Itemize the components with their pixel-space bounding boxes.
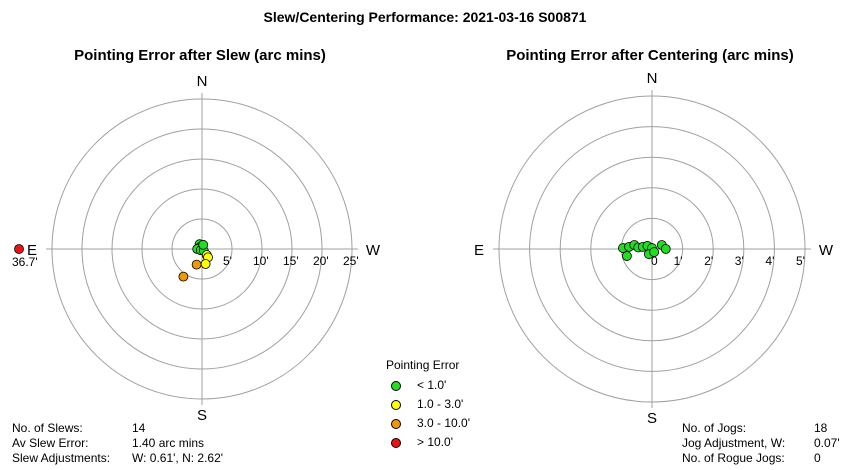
legend-item-1to3: 1.0 - 3.0' [386,395,470,414]
data-point-lt1 [198,239,209,250]
jog-stats: No. of Jogs: 18 Jog Adjustment, W: 0.07' N… [682,421,840,466]
data-point-lt1 [660,244,671,254]
jog-stat-row: Jog Adjustment, W: 0.07' [682,436,840,451]
ring-label: 1' [674,254,683,268]
slew-stat-label: No. of Slews: [12,421,83,435]
ring-label: 10' [253,254,269,268]
legend-swatch-gt10 [391,438,401,448]
legend-label-3to10: 3.0 - 10.0' [417,416,470,430]
jog-stat-value: 18 [814,421,828,435]
offscale-label: 36.7' [12,255,38,269]
legend-swatch-lt1 [391,381,401,391]
compass-north: N [197,73,208,90]
ring-label: 5' [223,254,232,268]
slew-stat-value: 14 [132,421,146,435]
jog-stat-label: Jog Adjustment, W: [682,436,786,450]
ring-label: 3' [735,254,744,268]
data-point-1to3 [200,259,211,269]
legend-title: Pointing Error [386,358,460,372]
plot-title: Pointing Error after Slew (arc mins) [74,47,326,64]
compass-west: W [366,242,381,259]
compass-east: E [27,242,37,259]
legend-swatch-1to3 [391,400,401,410]
jog-stat-value: 0.07' [814,436,840,450]
data-point-lt1 [622,251,632,261]
jog-stat-value: 0 [814,451,821,465]
data-point-lt1 [649,247,660,257]
origin-label: 0 [651,254,658,268]
compass-south: S [647,410,657,427]
slew-stat-label: Av Slew Error: [12,436,89,450]
legend-item-3to10: 3.0 - 10.0' [386,414,470,433]
main-title: Slew/Centering Performance: 2021-03-16 S… [263,9,587,25]
plot-title: Pointing Error after Centering (arc mins… [506,47,794,64]
compass-east: E [474,242,484,259]
ring-label: 15' [283,254,299,268]
data-point-gt10 [14,244,24,254]
slew-stat-value: 1.40 arc mins [132,436,205,450]
legend-swatch-3to10 [391,419,401,429]
jog-stat-row: No. of Jogs: 18 [682,421,840,436]
legend-label-gt10: > 10.0' [417,435,453,449]
slew-stat-row: No. of Slews: 14 [12,421,223,436]
legend-item-lt1: < 1.0' [386,376,470,395]
legend-item-gt10: > 10.0' [386,433,470,452]
slew-stat-row: Slew Adjustments: W: 0.61', N: 2.62' [12,451,223,466]
compass-west: W [819,242,834,259]
data-point-3to10 [178,271,189,282]
slew-stat-label: Slew Adjustments: [12,451,111,465]
centering-error-plot: Pointing Error after Centering (arc mins… [474,47,834,427]
slew-error-plot: Pointing Error after Slew (arc mins) N S E W… [12,47,381,424]
ring-label: 4' [765,254,774,268]
jog-stat-row: No. of Rogue Jogs: 0 [682,451,840,466]
legend-label-1to3: 1.0 - 3.0' [417,397,464,411]
legend-label-lt1: < 1.0' [417,378,447,392]
ring-label: 20' [313,254,329,268]
legend: Pointing Error < 1.0' 1.0 - 3.0' 3.0 - 1… [386,356,470,452]
slew-stat-row: Av Slew Error: 1.40 arc mins [12,436,223,451]
ring-label: 2' [704,254,713,268]
compass-south: S [197,407,207,424]
data-point-3to10 [191,259,202,270]
ring-label: 5' [796,254,805,268]
jog-stat-label: No. of Jogs: [682,421,747,435]
jog-stat-label: No. of Rogue Jogs: [682,451,785,465]
slew-stat-value: W: 0.61', N: 2.62' [132,451,224,465]
compass-north: N [647,70,658,87]
ring-label: 25' [343,254,359,268]
slew-stats: No. of Slews: 14 Av Slew Error: 1.40 arc m… [12,421,223,466]
